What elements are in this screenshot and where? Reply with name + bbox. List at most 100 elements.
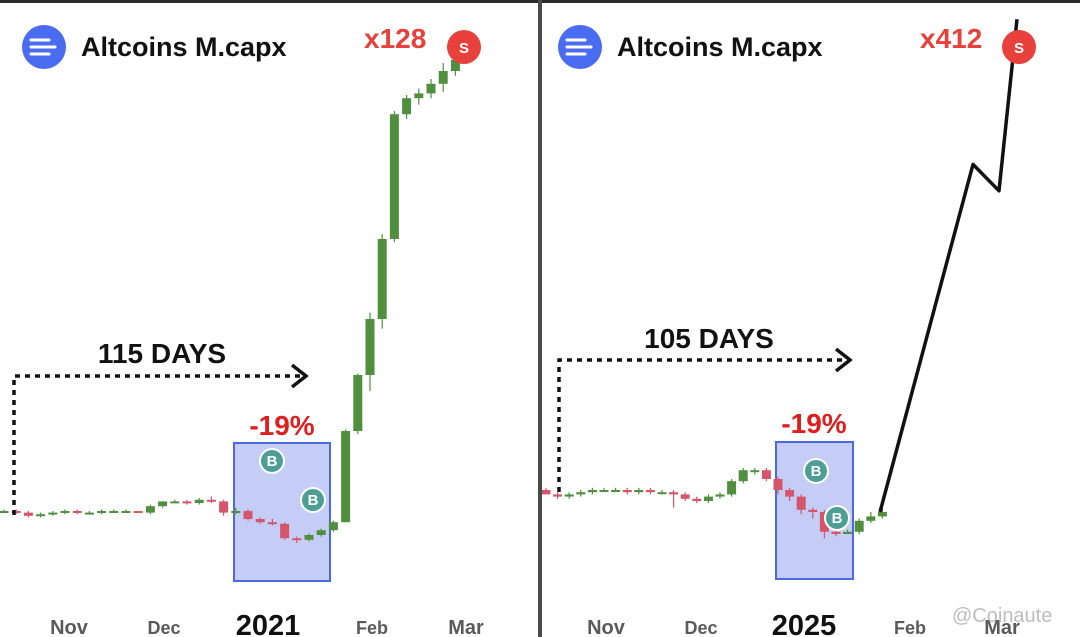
candle-body	[11, 511, 21, 513]
candle-body	[341, 431, 351, 523]
candle-body	[692, 498, 702, 501]
cycle-arrow	[557, 347, 853, 492]
candle	[692, 496, 702, 504]
candle-body	[377, 239, 387, 319]
candle-body	[634, 490, 644, 493]
candle-body	[219, 501, 229, 513]
candle-body	[389, 114, 399, 239]
candle	[304, 533, 314, 542]
cycle-arrowhead-icon	[290, 363, 309, 389]
candle-body	[280, 523, 290, 539]
candle-body	[36, 514, 46, 517]
candle	[365, 312, 375, 391]
sell-marker-badge: S	[1002, 30, 1036, 64]
right-chart-panel: Altcoins M.capx x412 105 DAYS -19% B B S…	[542, 19, 1052, 637]
candle-body	[854, 520, 864, 532]
candle	[414, 88, 424, 105]
candle-body	[831, 531, 841, 534]
candle	[738, 468, 748, 484]
candle	[267, 519, 277, 526]
left-chart-panel: Altcoins M.capx x128 115 DAYS -19% B B S…	[0, 23, 484, 637]
candle-body	[84, 512, 94, 515]
sell-marker-circle	[1002, 30, 1036, 64]
candle-body	[304, 535, 314, 540]
candle-body	[738, 470, 748, 482]
buy-marker-circle	[803, 458, 829, 484]
candle-body	[450, 59, 460, 71]
candle	[657, 490, 667, 495]
x-tick-label: Feb	[356, 618, 388, 637]
candle	[426, 79, 436, 99]
candle	[611, 487, 621, 493]
candle	[109, 509, 119, 513]
candle	[133, 511, 143, 513]
x-axis: Nov Dec 2021 Feb Mar	[50, 610, 484, 637]
candle	[854, 518, 864, 534]
candle-body	[808, 509, 818, 512]
buy-marker-letter: B	[832, 510, 843, 527]
x-tick-label: Dec	[684, 618, 717, 637]
x-tick-label: Nov	[587, 617, 626, 637]
cycle-arrowhead-icon	[834, 347, 853, 373]
candle-body	[255, 519, 265, 523]
sell-marker-circle	[447, 30, 481, 64]
watermark-text: @Coinaute	[952, 605, 1052, 627]
candle-body	[133, 511, 143, 513]
candle-body	[292, 538, 302, 541]
logo-lines	[565, 38, 593, 56]
cycle-arrow	[12, 363, 309, 515]
sell-marker-letter: S	[459, 40, 469, 57]
candle-body	[622, 490, 632, 493]
candle-body	[170, 501, 180, 504]
candle	[353, 373, 363, 435]
candle-body	[23, 512, 33, 516]
candle	[292, 536, 302, 543]
candle	[316, 528, 326, 537]
candle-body	[761, 470, 771, 479]
candle	[231, 507, 241, 515]
candle-body	[48, 512, 58, 515]
candle	[542, 487, 551, 495]
candle	[182, 499, 192, 505]
candle	[60, 509, 70, 515]
altcoin-logo-icon	[558, 25, 602, 69]
candle	[389, 111, 399, 243]
candle-body	[328, 522, 338, 531]
candle-body	[206, 499, 216, 502]
candle	[48, 511, 58, 516]
multiplier-label: x412	[920, 23, 982, 54]
x-tick-year-label: 2021	[236, 610, 301, 637]
chart-title: Altcoins M.capx	[81, 32, 287, 62]
sell-marker-letter: S	[1014, 40, 1024, 57]
x-axis: Nov Dec 2025 Feb Mar	[587, 610, 1020, 637]
candle-body	[877, 512, 887, 517]
candle-body	[680, 494, 690, 499]
drawdown-label: -19%	[781, 408, 846, 439]
candle	[866, 512, 876, 523]
candle	[84, 511, 94, 515]
cycle-length-label: 115 DAYS	[98, 338, 226, 369]
candle	[785, 487, 795, 501]
candles-right	[542, 468, 887, 539]
candle-body	[109, 511, 119, 513]
candle-body	[414, 93, 424, 99]
candle-body	[599, 490, 609, 492]
candle-body	[542, 490, 551, 495]
chart-title: Altcoins M.capx	[617, 32, 823, 62]
panel-divider	[538, 0, 542, 637]
candle	[0, 509, 9, 513]
candle-body	[402, 98, 412, 115]
candle-body	[727, 481, 737, 495]
candle-body	[645, 490, 655, 493]
x-tick-label: Feb	[894, 618, 926, 637]
projection-line	[878, 19, 1019, 513]
candle-body	[553, 494, 563, 497]
buy-marker-badge: B	[300, 487, 326, 513]
candle	[328, 520, 338, 532]
candle	[97, 509, 107, 515]
candles-left	[0, 53, 460, 543]
candle	[703, 494, 713, 504]
multiplier-label: x128	[364, 23, 426, 54]
candle	[808, 507, 818, 519]
candle	[402, 95, 412, 119]
